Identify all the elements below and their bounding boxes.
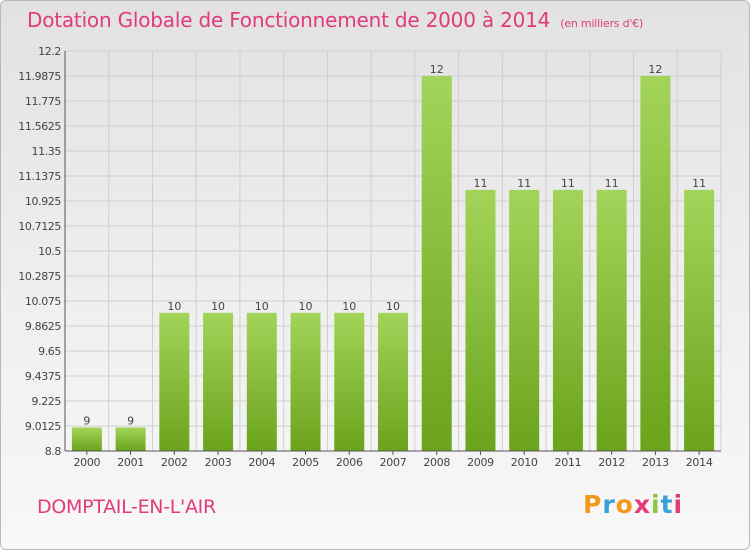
bar xyxy=(71,427,102,451)
title-text: Dotation Globale de Fonctionnement de 20… xyxy=(27,8,551,32)
bar xyxy=(378,312,408,451)
bar xyxy=(684,189,715,451)
x-tick-label: 2003 xyxy=(205,456,232,469)
y-tick-label: 11.775 xyxy=(25,95,61,108)
y-tick-label: 10.2875 xyxy=(18,270,61,283)
value-label: 10 xyxy=(342,300,356,313)
y-tick-label: 10.5 xyxy=(38,245,61,258)
value-label: 11 xyxy=(561,177,575,190)
y-tick-label: 9.225 xyxy=(32,395,62,408)
bar xyxy=(290,312,321,451)
value-label: 11 xyxy=(473,177,487,190)
value-labels: 9 9 10 10 10 10 10 10 12 11 11 11 11 12 11 xyxy=(83,63,706,427)
bar xyxy=(246,312,277,451)
bar xyxy=(596,189,627,451)
bar xyxy=(465,189,496,451)
x-tick-label: 2002 xyxy=(161,456,188,469)
y-tick-label: 10.7125 xyxy=(18,220,61,233)
y-tick-label: 9.8625 xyxy=(25,320,61,333)
bar xyxy=(159,312,190,451)
y-tick-label: 8.8 xyxy=(45,445,62,458)
value-label: 10 xyxy=(211,300,225,313)
y-tick-label: 9.65 xyxy=(38,345,61,358)
value-label: 10 xyxy=(255,300,269,313)
y-tick-label: 10.075 xyxy=(25,295,61,308)
x-tick-label: 2001 xyxy=(117,456,144,469)
y-tick-label: 11.5625 xyxy=(18,120,61,133)
x-tick-label: 2008 xyxy=(423,456,450,469)
bar xyxy=(552,189,583,451)
x-tick-label: 2012 xyxy=(598,456,625,469)
value-label: 9 xyxy=(83,414,90,427)
x-tick-label: 2009 xyxy=(467,456,494,469)
chart-subtitle: (en milliers d'€) xyxy=(560,17,644,30)
bar xyxy=(203,312,234,451)
y-tick-label: 9.0125 xyxy=(25,420,61,433)
proxiti-logo[interactable]: Proxiti xyxy=(583,490,684,519)
bar xyxy=(421,76,452,451)
value-label: 12 xyxy=(430,63,444,76)
x-tick-label: 2014 xyxy=(686,456,713,469)
bar xyxy=(509,189,540,451)
bar xyxy=(334,312,365,451)
bar xyxy=(115,427,146,451)
bars xyxy=(71,76,715,451)
y-tick-label: 10.925 xyxy=(25,195,61,208)
x-tick-label: 2013 xyxy=(642,456,669,469)
x-tick-label: 2004 xyxy=(248,456,275,469)
x-tick-label: 2011 xyxy=(555,456,582,469)
commune-name: DOMPTAIL-EN-L'AIR xyxy=(37,496,216,518)
y-tick-label: 9.4375 xyxy=(25,370,61,383)
value-label: 11 xyxy=(605,177,619,190)
value-label: 11 xyxy=(517,177,531,190)
x-tick-label: 2006 xyxy=(336,456,363,469)
value-label: 12 xyxy=(648,63,662,76)
y-tick-label: 11.9875 xyxy=(18,70,61,83)
y-tick-label: 11.35 xyxy=(32,145,62,158)
value-label: 9 xyxy=(127,414,134,427)
value-label: 10 xyxy=(167,300,181,313)
x-tick-label: 2007 xyxy=(380,456,407,469)
x-tick-label: 2010 xyxy=(511,456,538,469)
y-tick-label: 11.1375 xyxy=(18,170,61,183)
axes: 8.8 9.0125 9.225 9.4375 9.65 9.8625 10.075 10.2… xyxy=(18,45,721,469)
value-label: 10 xyxy=(386,300,400,313)
bar xyxy=(640,76,671,451)
chart-title: Dotation Globale de Fonctionnement de 20… xyxy=(27,8,643,32)
y-tick-label: 12.2 xyxy=(38,45,61,58)
value-label: 10 xyxy=(299,300,313,313)
value-label: 11 xyxy=(692,177,706,190)
x-tick-label: 2005 xyxy=(292,456,319,469)
x-tick-label: 2000 xyxy=(73,456,100,469)
